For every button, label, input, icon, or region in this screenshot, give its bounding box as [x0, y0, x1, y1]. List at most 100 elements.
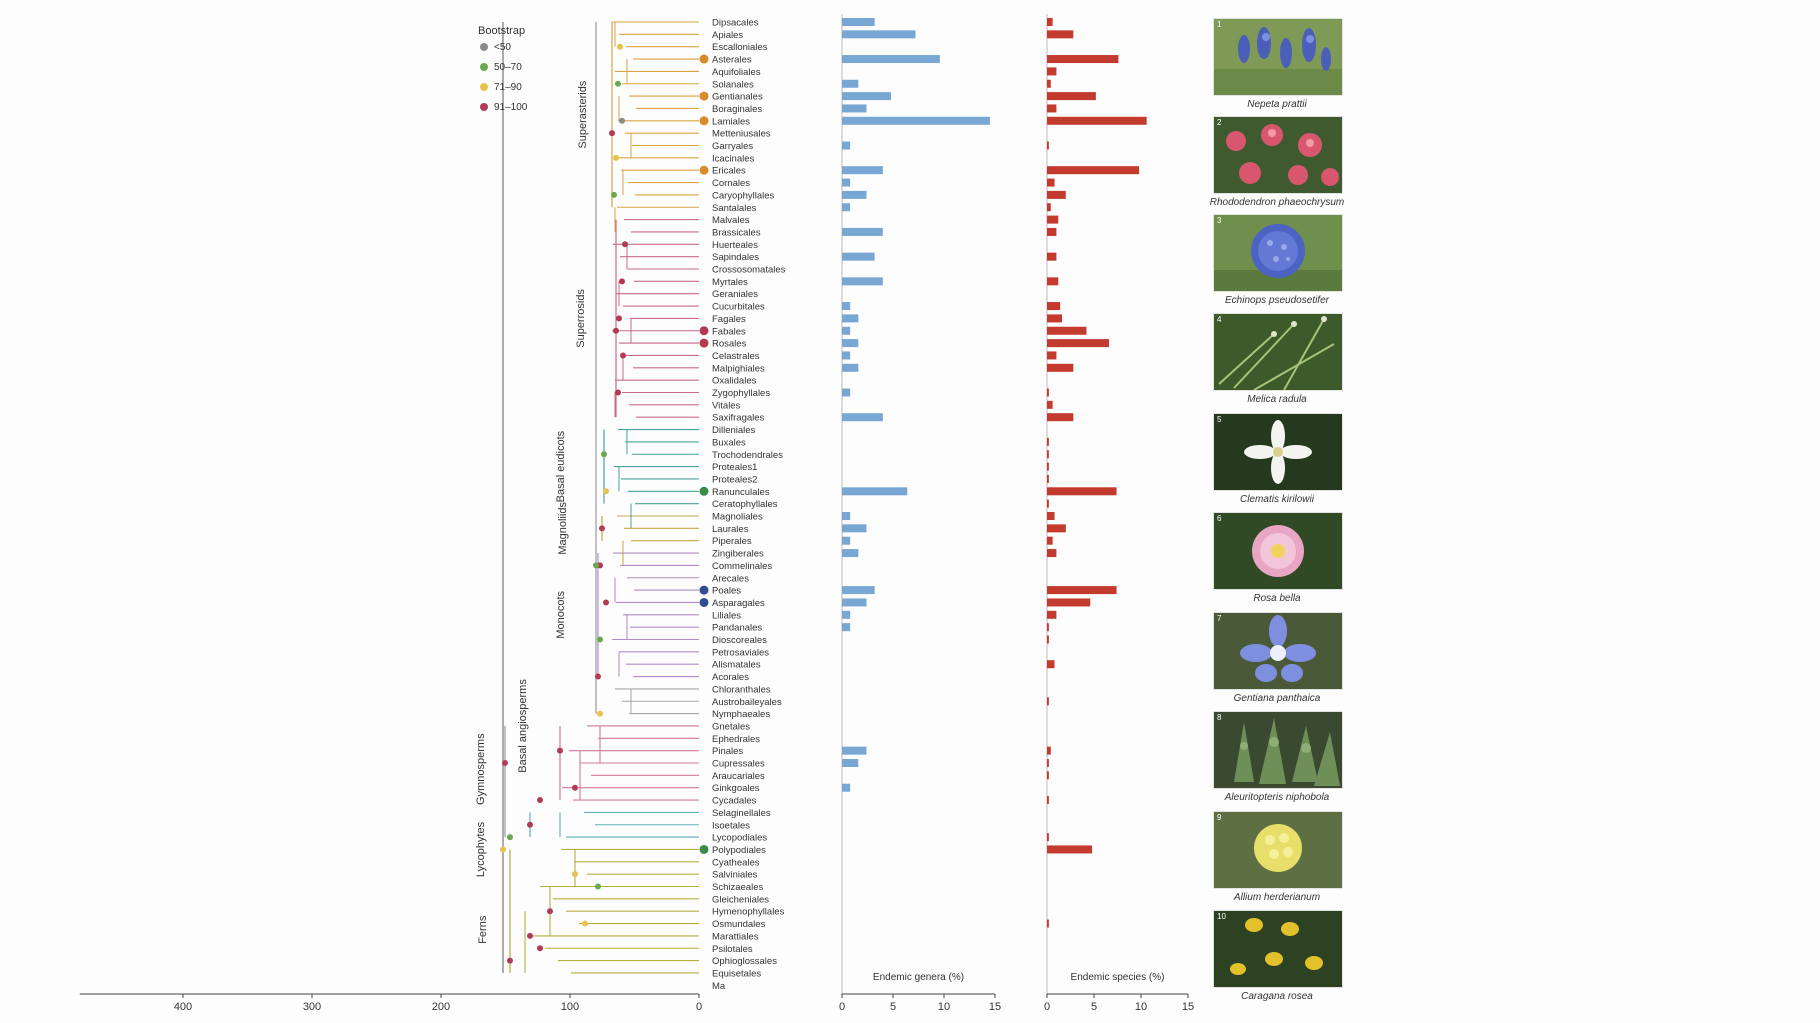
- bar: [1047, 474, 1049, 483]
- photo-melica-radula: 4: [1213, 313, 1343, 391]
- bar: [1047, 30, 1074, 39]
- order-label: Trochodendrales: [712, 450, 783, 461]
- order-label: Magnoliales: [712, 512, 763, 523]
- order-label: Boraginales: [712, 104, 762, 115]
- bar: [842, 277, 883, 286]
- order-label: Crossosomatales: [712, 265, 786, 276]
- order-label: Caryophyllales: [712, 190, 775, 201]
- bar-axis-tick-label: 15: [1182, 1001, 1194, 1013]
- photo-nepeta-prattii: 1: [1213, 18, 1343, 96]
- bar: [1047, 326, 1087, 335]
- highlight-dot: [699, 486, 709, 496]
- bar: [1047, 67, 1057, 76]
- bar: [1047, 178, 1055, 187]
- node-support-dot: [603, 488, 609, 495]
- order-label: Ophioglossales: [712, 956, 777, 967]
- bar: [1047, 351, 1057, 360]
- photo-allium-herderianum: 9: [1213, 811, 1343, 889]
- order-label: Ranunculales: [712, 487, 770, 498]
- node-support-dot: [593, 562, 599, 569]
- node-support-dot: [601, 451, 607, 458]
- bar: [1047, 215, 1059, 224]
- legend-label: 50–70: [494, 62, 522, 73]
- bar: [1047, 413, 1074, 422]
- order-label: Dioscoreales: [712, 635, 767, 646]
- bar: [842, 79, 859, 88]
- clade-label: Magnoliids: [557, 502, 569, 555]
- order-label: Selaginellales: [712, 808, 771, 819]
- node-support-dot: [617, 43, 623, 50]
- order-label: Malvales: [712, 215, 750, 226]
- node-support-dot: [547, 908, 553, 915]
- node-support-dot: [613, 327, 619, 334]
- order-label: Rosales: [712, 339, 747, 350]
- photo-aleuritopteris-niphobola: 8: [1213, 711, 1343, 789]
- node-support-dot: [613, 154, 619, 161]
- bar: [1047, 462, 1049, 471]
- order-label: Laurales: [712, 524, 749, 535]
- bar-panel-species: [1046, 14, 1189, 998]
- node-support-dot: [557, 747, 563, 754]
- bar: [842, 759, 859, 767]
- node-support-dot: [527, 932, 533, 939]
- node-support-dot: [500, 846, 506, 853]
- order-label: Garryales: [712, 141, 753, 152]
- node-support-dot: [615, 389, 621, 396]
- time-axis-tick-label: 300: [303, 1001, 321, 1013]
- order-label: Poales: [712, 586, 741, 597]
- order-label: Malpighiales: [712, 363, 765, 374]
- order-label: Cycadales: [712, 796, 757, 807]
- bar: [842, 190, 867, 199]
- bar: [1047, 203, 1051, 212]
- bar: [1047, 771, 1049, 780]
- bar: [1047, 302, 1061, 311]
- photo-caption: Echinops pseudosetifer: [1225, 295, 1329, 306]
- order-label: Saxifragales: [712, 413, 765, 424]
- node-support-dot: [597, 636, 603, 643]
- bar: [1047, 339, 1110, 348]
- order-label: Austrobaileyales: [712, 697, 782, 708]
- bar: [842, 55, 940, 64]
- bar: [842, 413, 883, 422]
- bar-axis-tick-label: 10: [1135, 1001, 1147, 1013]
- order-label: Polypodiales: [712, 845, 766, 856]
- bar: [1047, 919, 1049, 928]
- bar: [842, 252, 875, 261]
- bar: [1047, 598, 1091, 607]
- order-label: Liliales: [712, 610, 741, 621]
- bar: [1047, 190, 1066, 199]
- order-label: Apiales: [712, 30, 743, 41]
- node-support-dot: [507, 957, 513, 964]
- node-support-dot: [572, 871, 578, 878]
- photo-caption: Caragana rosea: [1241, 991, 1313, 1002]
- bar-axis-tick-label: 10: [938, 1001, 950, 1013]
- node-support-dot: [595, 883, 601, 890]
- node-support-dot: [609, 130, 615, 137]
- node-support-dot: [620, 352, 626, 359]
- bar: [842, 586, 875, 595]
- order-label: Chloranthales: [712, 684, 771, 695]
- order-label: Myrtales: [712, 277, 748, 288]
- clade-label: Basal angiosperms: [517, 679, 529, 773]
- bar: [842, 363, 859, 372]
- photo-rosa-bella: 6: [1213, 512, 1343, 590]
- node-support-dot: [572, 784, 578, 791]
- photo-number: 3: [1217, 216, 1222, 225]
- bar: [842, 141, 851, 150]
- node-support-dot: [595, 673, 601, 680]
- order-label: Petrosaviales: [712, 647, 769, 658]
- clade-label: Monocots: [555, 590, 567, 638]
- highlight-dot: [699, 338, 709, 348]
- legend-swatch: [480, 43, 488, 51]
- bar: [842, 549, 859, 558]
- order-label: Acorales: [712, 672, 749, 683]
- order-label: Lycopodiales: [712, 833, 767, 844]
- order-label: Huerteales: [712, 240, 758, 251]
- bar-axis-tick-label: 5: [890, 1001, 896, 1013]
- time-axis-unit: Ma: [712, 981, 726, 992]
- order-label: Proteales1: [712, 462, 757, 473]
- bar: [842, 487, 908, 496]
- node-support-dot: [616, 315, 622, 322]
